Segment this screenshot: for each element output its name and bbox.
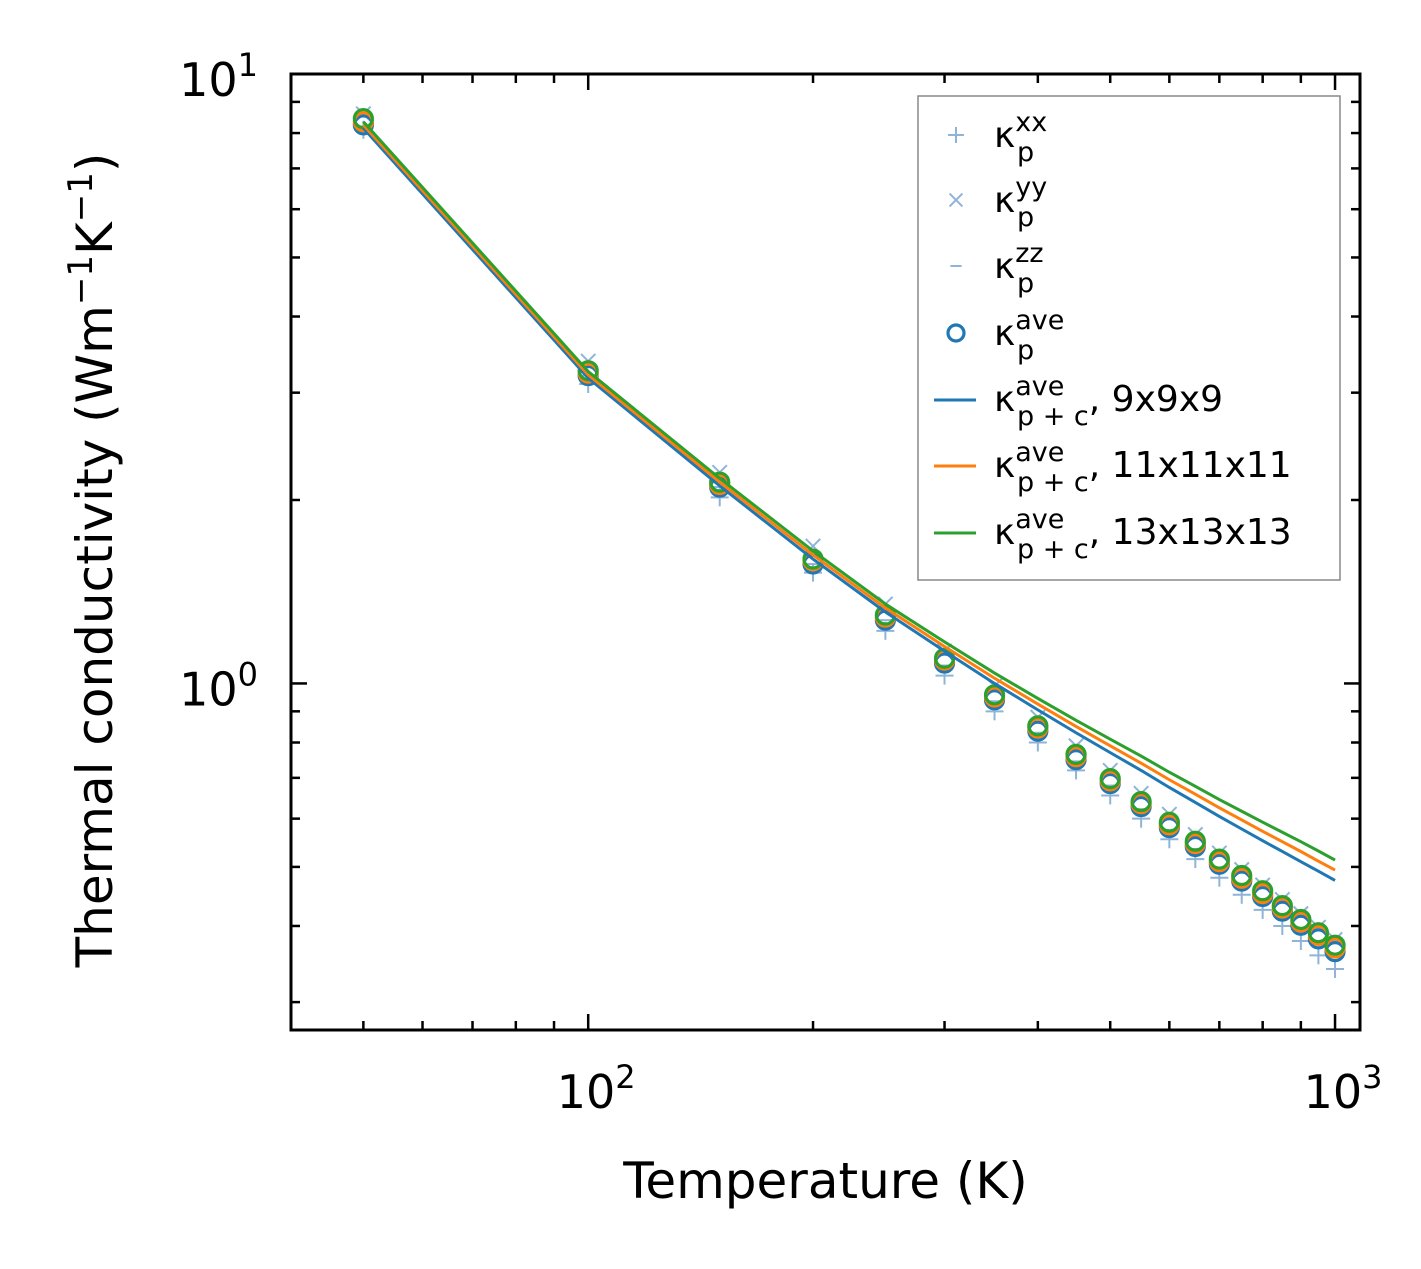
point-kave_green [1208,848,1230,870]
y-axis-label-sup1: −1 [61,255,101,305]
legend-entry-kpc_13: κave p + c, 13x13x13 [934,504,1292,565]
point-kave_green [1231,864,1253,887]
legend-entry-kzz: κzz p [950,238,1044,299]
point-kave_green [1065,743,1087,765]
y-axis-label-mid: K [66,221,124,255]
series-kpc_9 [362,127,1336,882]
y-tick-label: 101 [179,46,258,107]
point-kave_green [1184,830,1206,852]
line-kpc_9 [362,127,1336,882]
legend-marker-kave [946,323,966,343]
point-kave_green [1307,922,1330,944]
line-kpc_11 [362,123,1336,872]
legend-entry-kyy: κyy p [948,172,1047,233]
y-axis-label-main: Thermal conductivity (Wm [66,305,124,968]
legend-label-kave: κave p [994,305,1064,366]
plot-marks [352,106,1346,978]
legend-label-kpc_9: κave p + c, 9x9x9 [994,371,1223,432]
legend-marker-kyy [948,192,964,208]
legend-box [917,95,1341,581]
legend-label-kpc_13: κave p + c, 13x13x13 [994,504,1292,565]
legend-marker-kxx [948,127,964,143]
point-kxx [1326,959,1345,978]
legend-label-kyy: κyy p [994,172,1047,233]
legend-label-kzz: κzz p [994,238,1044,299]
series-kpc_13 [362,120,1336,862]
legend-entry-kxx: κxx p [948,107,1047,168]
plot-frame [289,72,1362,1032]
point-kave_green [1158,811,1180,833]
legend-entry-kpc_11: κave p + c, 11x11x11 [934,437,1292,498]
y-axis-label-end: ) [66,153,124,173]
legend-label-kpc_11: κave p + c, 11x11x11 [994,437,1292,498]
point-kave_green [1290,908,1312,931]
series-kpc_11 [362,123,1336,872]
legend-entry-kpc_9: κave p + c, 9x9x9 [934,371,1223,432]
x-tick-label: 102 [557,1058,636,1119]
point-kave_green [709,471,731,493]
point-kave_green [1324,934,1346,956]
point-kave_green [983,684,1006,706]
y-axis-label-sup2: −1 [61,172,101,222]
point-kave_green [1252,880,1274,902]
y-tick-label: 100 [179,655,258,716]
x-tick-label: 103 [1304,1058,1383,1119]
point-kave_green [1130,790,1152,813]
legend-label-kxx: κxx p [994,107,1047,168]
point-kave_green [1027,715,1049,737]
x-axis-label: Temperature (K) [622,1152,1027,1210]
point-kave_green [352,107,374,130]
point-kave_green [1271,894,1293,917]
point-kave_green [1099,768,1121,790]
series-kave_green [352,107,1346,956]
tick-labels: 102 103 100 101 [179,46,1382,1119]
line-kpc_13 [362,120,1336,862]
legend-entry-kave: κave p [946,305,1064,366]
y-axis-label: Thermal conductivity (Wm−1K−1) [61,153,124,969]
